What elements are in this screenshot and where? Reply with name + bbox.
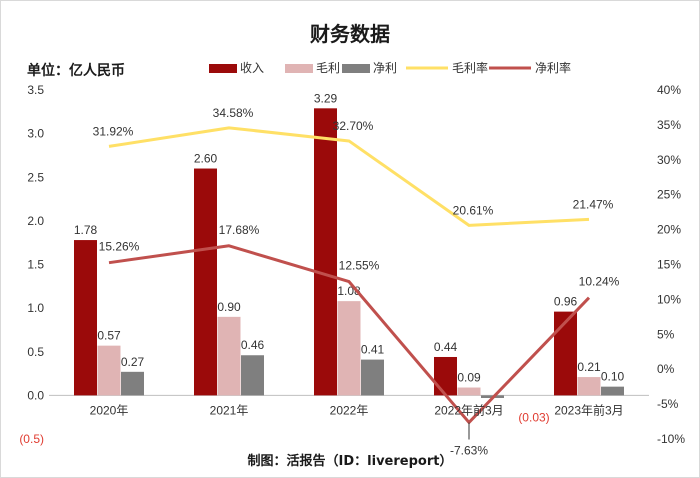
bar-净利-4: [601, 386, 624, 396]
legend-label-2: 净利: [373, 61, 397, 75]
x-tick: 2022年前3月: [434, 402, 503, 417]
bar-毛利-3: [457, 387, 481, 396]
chart-credit: 制图：活报告（ID：livereport）: [248, 453, 453, 469]
bar-label: 0.44: [434, 340, 458, 354]
bar-收入-2: [314, 108, 337, 396]
legend-label-1: 毛利: [316, 61, 340, 75]
bar-label: 0.96: [554, 295, 578, 309]
line-label-净利率: 17.68%: [219, 223, 260, 237]
y-right-tick: 35%: [657, 118, 681, 132]
bar-毛利-1: [217, 316, 241, 396]
y-right-tick: 40%: [657, 83, 681, 97]
bar-收入-0: [74, 240, 97, 396]
y-left-tick: 0.5: [27, 345, 44, 359]
legend-label-4: 净利率: [535, 60, 571, 75]
y-left-tick: 1.0: [27, 301, 44, 315]
legend-swatch-0: [209, 64, 237, 73]
line-label-净利率: 15.26%: [99, 240, 140, 254]
bar-label: 2.60: [194, 152, 218, 166]
line-label-净利率: 12.55%: [339, 259, 380, 273]
bar-label: 0.21: [577, 360, 601, 374]
bar-净利-0: [121, 371, 144, 396]
y-right-tick: 30%: [657, 153, 681, 167]
bar-label: 3.29: [314, 91, 338, 105]
y-right-tick: 0%: [657, 362, 675, 376]
bar-毛利-0: [97, 345, 121, 396]
y-right-tick: 25%: [657, 188, 681, 202]
bar-label: 1.78: [74, 223, 98, 237]
line-label-毛利率: 21.47%: [573, 197, 614, 211]
y-left-tick: (0.5): [19, 432, 44, 446]
y-left-tick: 2.0: [27, 214, 44, 228]
bar-label: (0.03): [518, 410, 549, 424]
bar-净利-1: [241, 355, 264, 396]
x-tick: 2023年前3月: [554, 402, 623, 417]
line-label-毛利率: 32.70%: [333, 119, 374, 133]
y-right-tick: -10%: [657, 432, 685, 446]
y-right-tick: 10%: [657, 292, 681, 306]
line-净利率: [108, 244, 591, 424]
legend-label-3: 毛利率: [452, 60, 488, 75]
line-label-毛利率: 31.92%: [93, 124, 134, 138]
x-tick: 2022年: [330, 403, 369, 417]
bar-收入-1: [194, 168, 217, 396]
chart-title: 财务数据: [310, 22, 390, 46]
line-label-毛利率: 20.61%: [453, 203, 494, 217]
x-tick: 2020年: [90, 403, 129, 417]
line-label-毛利率: 34.58%: [213, 106, 254, 120]
bar-label: 0.27: [121, 355, 145, 369]
line-毛利率: [108, 126, 590, 227]
bar-label: 0.10: [601, 370, 625, 384]
x-tick: 2021年: [210, 403, 249, 417]
legend-swatch-2: [342, 64, 370, 73]
bar-label: 0.90: [217, 300, 241, 314]
legend-label-0: 收入: [240, 61, 264, 75]
y-right-tick: -5%: [657, 397, 679, 411]
y-right-tick: 15%: [657, 258, 681, 272]
bar-label: 0.41: [361, 343, 385, 357]
unit-label: 单位：亿人民币: [27, 62, 125, 79]
line-label-净利率: 10.24%: [579, 275, 620, 289]
y-left-tick: 3.0: [27, 127, 44, 141]
y-left-tick: 2.5: [27, 170, 44, 184]
bar-净利-2: [361, 359, 384, 396]
legend-swatch-1: [285, 64, 313, 73]
bar-毛利-4: [577, 377, 601, 396]
bar-label: 0.57: [97, 329, 121, 343]
y-right-tick: 20%: [657, 223, 681, 237]
bar-收入-3: [434, 356, 457, 396]
bar-毛利-2: [337, 301, 361, 396]
line-label-净利率: -7.63%: [450, 443, 488, 457]
bar-label: 0.09: [457, 371, 481, 385]
y-left-tick: 0.0: [27, 388, 44, 402]
bar-label: 0.46: [241, 338, 265, 352]
bar-收入-4: [554, 311, 577, 396]
y-left-tick: 1.5: [27, 258, 44, 272]
y-left-tick: 3.5: [27, 83, 44, 97]
y-right-tick: 5%: [657, 327, 675, 341]
